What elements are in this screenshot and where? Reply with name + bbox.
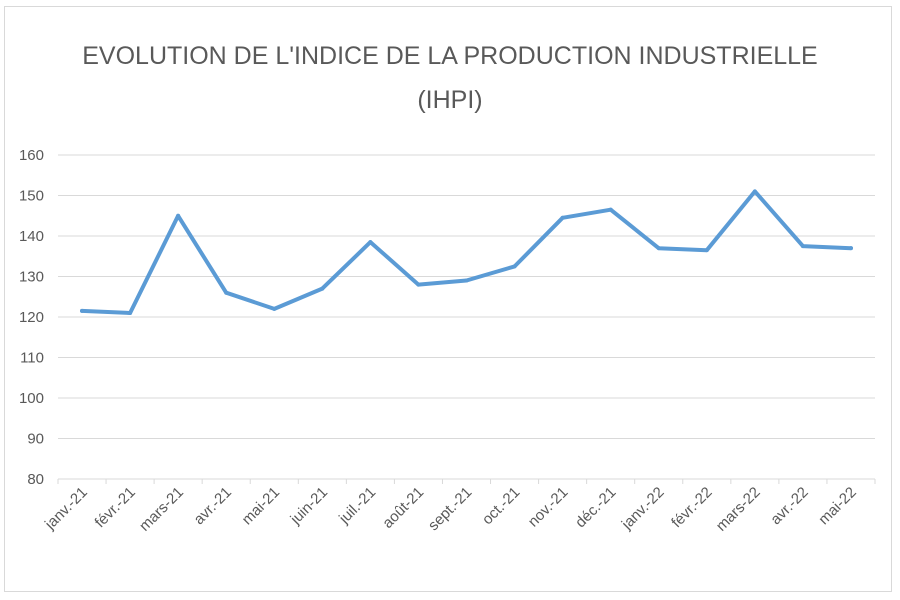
y-tick-label: 130 <box>19 269 44 286</box>
data-point <box>608 207 613 212</box>
x-tick-label: déc.-21 <box>572 484 619 531</box>
y-tick-label: 150 <box>19 188 44 205</box>
x-tick-label: nov.-21 <box>525 484 572 531</box>
x-tick-label: août-21 <box>379 484 427 532</box>
data-point <box>224 290 229 295</box>
series-line-0 <box>80 189 853 315</box>
data-point <box>272 306 277 311</box>
x-tick-label: mars-21 <box>136 484 187 535</box>
data-point <box>416 282 421 287</box>
x-tick-label: mars-22 <box>713 484 764 535</box>
data-point <box>368 240 373 245</box>
data-point <box>320 286 325 291</box>
data-point <box>800 244 805 249</box>
y-tick-label: 110 <box>20 350 44 367</box>
chart-title: EVOLUTION DE L'INDICE DE LA PRODUCTION I… <box>82 42 817 70</box>
x-tick-label: janv.-21 <box>41 484 91 534</box>
x-tick-label: juil.-21 <box>335 484 379 528</box>
data-point <box>176 213 181 218</box>
x-tick-label: sept.-21 <box>425 484 475 534</box>
data-point <box>752 189 757 194</box>
data-point <box>656 246 661 251</box>
x-tick-label: janv.-22 <box>618 484 668 534</box>
x-tick-label: mai-22 <box>815 484 859 528</box>
x-tick-label: avr.-22 <box>767 484 811 528</box>
x-tick-label: mai-21 <box>239 484 283 528</box>
x-tick-label: févr.-21 <box>92 484 139 531</box>
data-point <box>704 248 709 253</box>
data-point <box>560 215 565 220</box>
gridlines <box>57 154 876 484</box>
y-tick-label: 140 <box>19 228 44 245</box>
y-tick-label: 120 <box>19 309 44 326</box>
y-tick-label: 80 <box>27 471 44 488</box>
data-point <box>80 308 85 313</box>
data-point <box>512 264 517 269</box>
data-point <box>128 310 133 315</box>
x-tick-label: févr.-22 <box>668 484 715 531</box>
chart-frame <box>4 6 892 592</box>
y-tick-label: 100 <box>19 390 44 407</box>
y-tick-label: 160 <box>19 147 44 164</box>
y-tick-label: 90 <box>27 431 44 448</box>
y-axis-ticks: 80 90 100 110 120 130 140 150 160 <box>19 147 44 488</box>
x-tick-label: juin-21 <box>287 484 332 529</box>
series-layer <box>80 189 853 315</box>
data-point <box>848 246 853 251</box>
chart-subtitle: (IHPI) <box>417 86 482 114</box>
x-tick-label: avr.-21 <box>191 484 235 528</box>
x-tick-label: oct.-21 <box>479 484 523 528</box>
data-point <box>464 278 469 283</box>
